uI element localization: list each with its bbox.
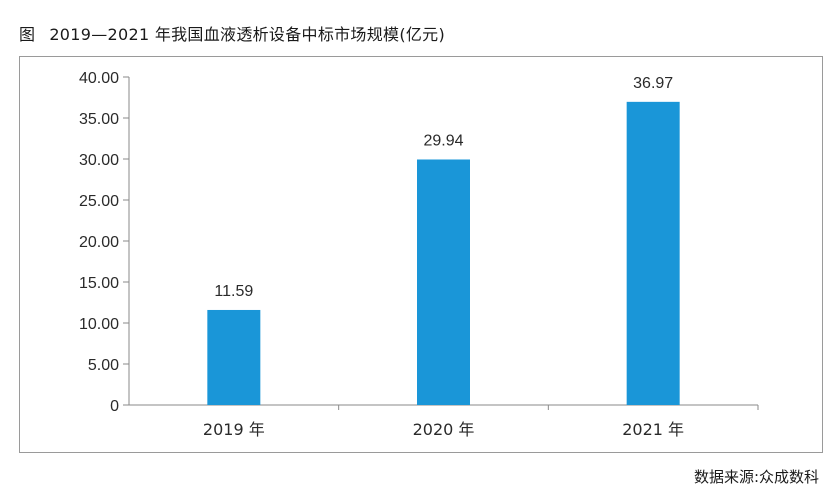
y-tick-label: 30.00 <box>79 152 119 169</box>
bar <box>417 159 470 405</box>
y-tick-label: 5.00 <box>88 357 119 374</box>
x-tick-label: 2019 年 <box>203 420 265 439</box>
chart-title: 图 2019—2021 年我国血液透析设备中标市场规模(亿元) <box>19 21 445 45</box>
bar <box>626 101 680 405</box>
x-tick-label: 2020 年 <box>413 420 475 439</box>
y-tick-label: 20.00 <box>79 234 119 251</box>
figure-label: 图 <box>19 25 36 44</box>
data-source: 数据来源:众成数科 <box>693 468 819 486</box>
y-tick-label: 35.00 <box>79 111 119 128</box>
bar <box>207 309 261 405</box>
y-tick-label: 40.00 <box>79 70 119 87</box>
y-tick-label: 0 <box>110 398 119 415</box>
bar-value-label: 29.94 <box>423 132 463 149</box>
y-tick-label: 10.00 <box>79 316 119 333</box>
chart-frame <box>19 56 823 453</box>
y-tick-label: 15.00 <box>79 275 119 292</box>
bar-value-label: 36.97 <box>633 75 673 92</box>
bar-value-label: 11.59 <box>214 283 253 300</box>
figure-title: 2019—2021 年我国血液透析设备中标市场规模(亿元) <box>49 25 446 44</box>
y-tick-label: 25.00 <box>79 193 119 210</box>
x-tick-label: 2021 年 <box>622 420 684 439</box>
